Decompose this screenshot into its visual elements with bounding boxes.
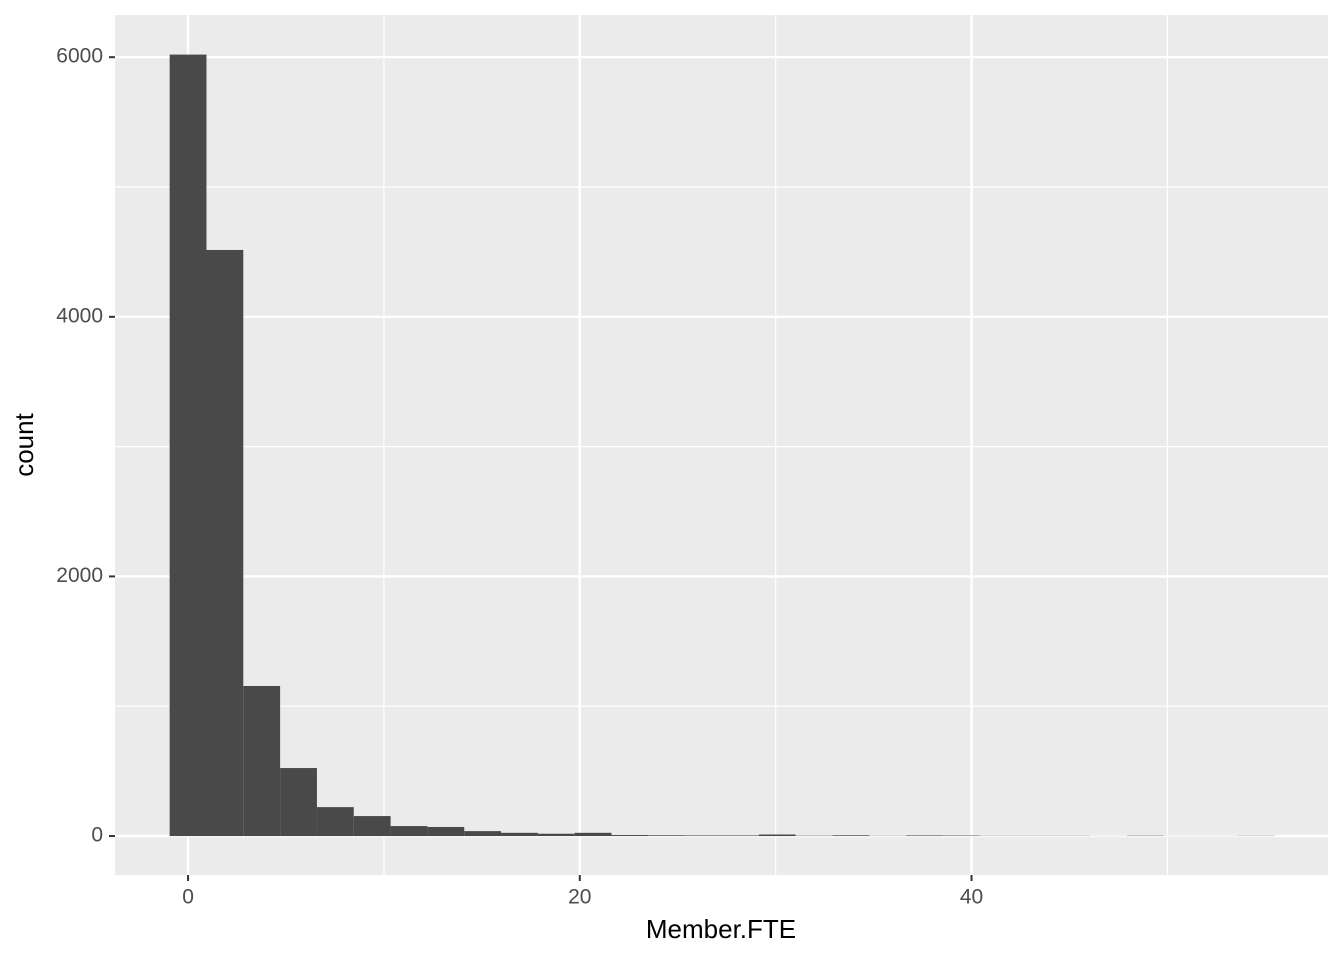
y-tick-label: 4000 xyxy=(56,304,103,327)
bar xyxy=(169,54,207,837)
y-tick-label: 6000 xyxy=(56,45,103,68)
bar xyxy=(464,831,502,837)
bar xyxy=(206,249,244,837)
x-tick-label: 40 xyxy=(960,886,983,909)
bar xyxy=(685,835,722,837)
bar xyxy=(316,807,354,837)
panel xyxy=(115,15,1328,875)
bar xyxy=(390,826,428,837)
bar xyxy=(353,816,391,837)
bar xyxy=(574,832,612,837)
bar xyxy=(942,835,980,837)
y-axis-label: count xyxy=(9,412,39,476)
x-axis-label: Member.FTE xyxy=(646,914,796,944)
bar xyxy=(648,835,686,837)
bar xyxy=(721,835,759,837)
x-tick-label: 20 xyxy=(568,886,591,909)
bar xyxy=(906,835,943,837)
y-tick-label: 2000 xyxy=(56,564,103,587)
x-tick-label: 0 xyxy=(182,886,194,909)
bar xyxy=(427,826,465,837)
bar xyxy=(280,768,317,837)
bar xyxy=(243,685,281,837)
bar xyxy=(832,835,870,837)
bar xyxy=(501,832,538,837)
y-tick-label: 0 xyxy=(91,824,103,847)
bar xyxy=(537,833,575,837)
bar xyxy=(758,834,796,837)
bar xyxy=(611,835,649,837)
